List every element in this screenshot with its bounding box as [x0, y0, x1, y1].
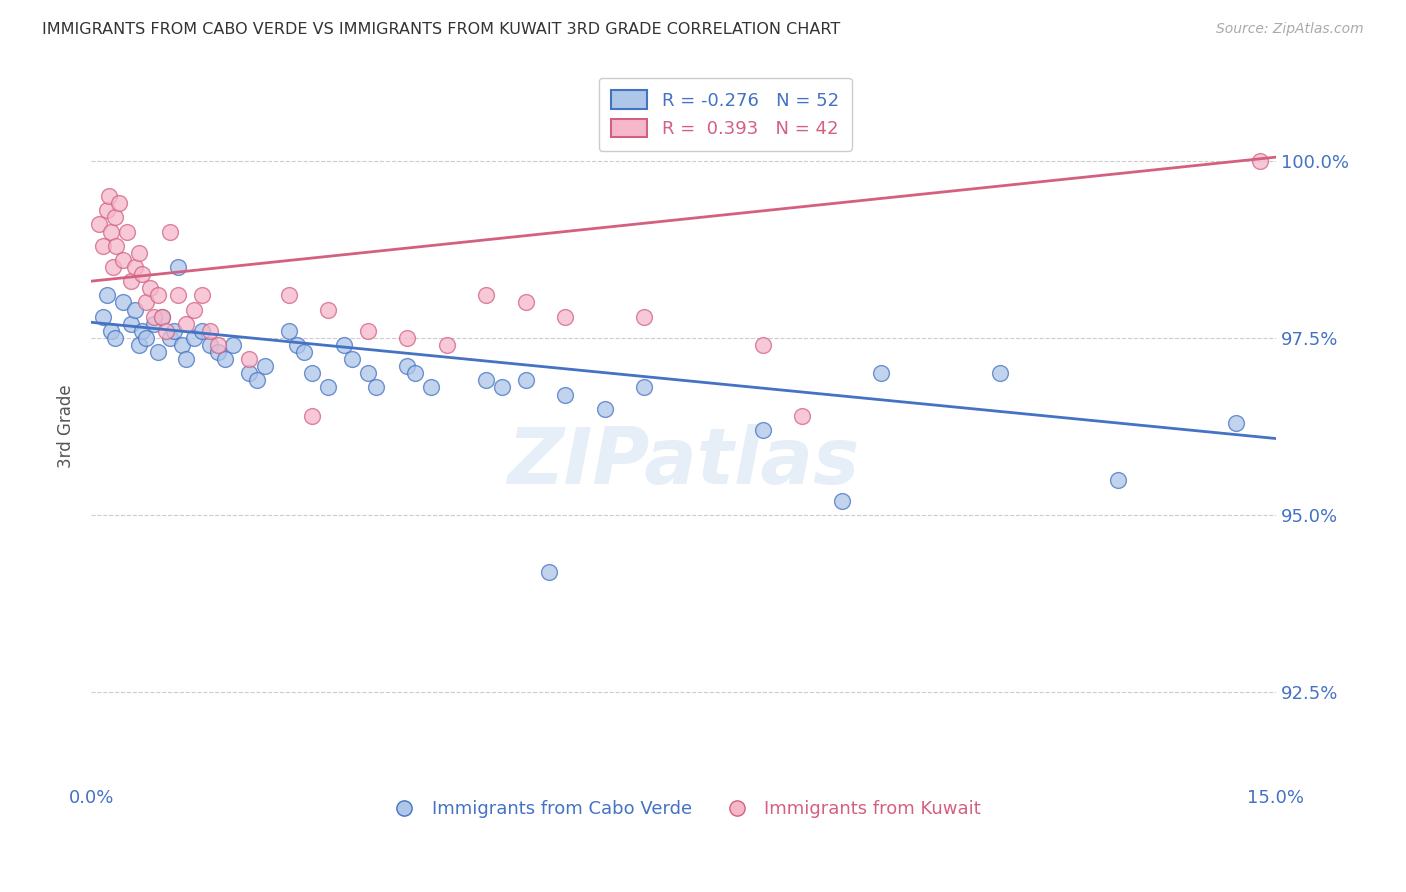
Point [404, 367, 426, 381]
Point [120, 274, 142, 288]
Point [277, 288, 299, 302]
Point [356, 367, 378, 381]
Point [131, 324, 153, 338]
Point [253, 359, 276, 374]
Point [148, 345, 170, 359]
Point [105, 238, 128, 252]
Point [1107, 473, 1129, 487]
Point [167, 288, 190, 302]
Point [131, 267, 153, 281]
Point [396, 331, 419, 345]
Point [183, 331, 205, 345]
Point [190, 324, 212, 338]
Point [790, 409, 813, 423]
Point [491, 380, 513, 394]
Point [135, 295, 157, 310]
Point [104, 331, 127, 345]
Point [163, 324, 186, 338]
Point [1249, 153, 1271, 168]
Point [751, 338, 773, 352]
Point [246, 373, 269, 387]
Point [124, 260, 146, 274]
Point [593, 401, 616, 416]
Point [111, 252, 134, 267]
Point [174, 352, 197, 367]
Point [143, 310, 166, 324]
Point [214, 352, 236, 367]
Point [316, 302, 339, 317]
Point [148, 288, 170, 302]
Point [87, 218, 110, 232]
Point [238, 367, 260, 381]
Point [238, 352, 260, 367]
Point [356, 324, 378, 338]
Text: ZIPatlas: ZIPatlas [508, 425, 859, 500]
Point [143, 317, 166, 331]
Point [124, 302, 146, 317]
Point [207, 338, 229, 352]
Point [104, 211, 127, 225]
Point [107, 196, 129, 211]
Point [183, 302, 205, 317]
Point [97, 189, 120, 203]
Point [91, 238, 114, 252]
Point [294, 345, 316, 359]
Point [174, 317, 197, 331]
Point [538, 565, 561, 579]
Point [419, 380, 441, 394]
Point [190, 288, 212, 302]
Point [870, 367, 893, 381]
Text: IMMIGRANTS FROM CABO VERDE VS IMMIGRANTS FROM KUWAIT 3RD GRADE CORRELATION CHART: IMMIGRANTS FROM CABO VERDE VS IMMIGRANTS… [42, 22, 841, 37]
Point [159, 225, 181, 239]
Point [515, 295, 537, 310]
Point [150, 310, 173, 324]
Point [633, 310, 655, 324]
Point [167, 260, 190, 274]
Point [554, 387, 576, 401]
Point [301, 367, 323, 381]
Point [364, 380, 387, 394]
Point [1225, 416, 1247, 430]
Point [135, 331, 157, 345]
Point [475, 288, 498, 302]
Point [96, 203, 118, 218]
Point [285, 338, 308, 352]
Point [277, 324, 299, 338]
Point [515, 373, 537, 387]
Point [198, 338, 221, 352]
Point [115, 225, 138, 239]
Point [170, 338, 193, 352]
Point [198, 324, 221, 338]
Point [128, 338, 150, 352]
Point [139, 281, 162, 295]
Point [436, 338, 458, 352]
Point [301, 409, 323, 423]
Point [207, 345, 229, 359]
Point [96, 288, 118, 302]
Point [831, 494, 853, 508]
Point [988, 367, 1011, 381]
Legend: Immigrants from Cabo Verde, Immigrants from Kuwait: Immigrants from Cabo Verde, Immigrants f… [380, 793, 988, 825]
Point [155, 324, 177, 338]
Point [554, 310, 576, 324]
Point [333, 338, 356, 352]
Point [396, 359, 419, 374]
Point [103, 260, 125, 274]
Point [128, 245, 150, 260]
Point [222, 338, 245, 352]
Text: Source: ZipAtlas.com: Source: ZipAtlas.com [1216, 22, 1364, 37]
Point [91, 310, 114, 324]
Point [100, 225, 122, 239]
Point [316, 380, 339, 394]
Point [751, 423, 773, 437]
Point [150, 310, 173, 324]
Point [159, 331, 181, 345]
Point [111, 295, 134, 310]
Point [340, 352, 363, 367]
Y-axis label: 3rd Grade: 3rd Grade [58, 384, 75, 468]
Point [120, 317, 142, 331]
Point [633, 380, 655, 394]
Point [100, 324, 122, 338]
Point [475, 373, 498, 387]
